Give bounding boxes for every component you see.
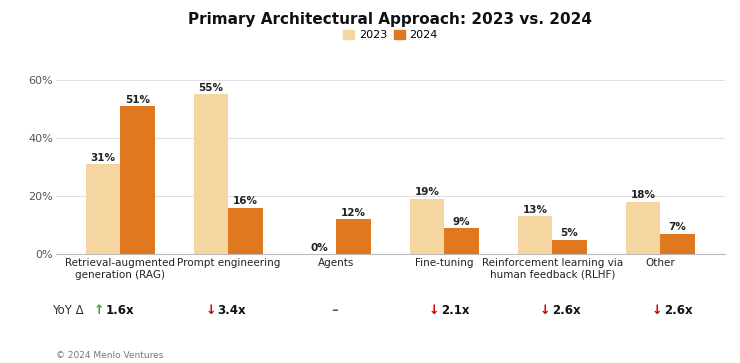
- Text: 5%: 5%: [561, 228, 579, 238]
- Bar: [121, 106, 155, 254]
- Bar: [552, 240, 587, 254]
- Text: 12%: 12%: [341, 208, 366, 218]
- Bar: [86, 164, 121, 254]
- Text: 13%: 13%: [522, 205, 548, 215]
- Text: 9%: 9%: [453, 216, 471, 227]
- Bar: [229, 208, 263, 254]
- Text: ↑: ↑: [93, 304, 104, 317]
- Title: Primary Architectural Approach: 2023 vs. 2024: Primary Architectural Approach: 2023 vs.…: [189, 12, 592, 26]
- Legend: 2023, 2024: 2023, 2024: [339, 26, 442, 45]
- Text: 3.4x: 3.4x: [218, 304, 246, 317]
- Text: ↓: ↓: [205, 304, 215, 317]
- Text: ↓: ↓: [540, 304, 551, 317]
- Bar: [410, 199, 444, 254]
- Text: 2.6x: 2.6x: [664, 304, 693, 317]
- Text: 2.1x: 2.1x: [441, 304, 469, 317]
- Text: 55%: 55%: [198, 83, 223, 93]
- Text: 18%: 18%: [630, 190, 656, 200]
- Text: 1.6x: 1.6x: [106, 304, 135, 317]
- Bar: [626, 202, 660, 254]
- Bar: [660, 234, 695, 254]
- Text: YoY Δ: YoY Δ: [52, 304, 84, 317]
- Bar: [337, 219, 371, 254]
- Text: 7%: 7%: [668, 222, 687, 232]
- Text: 19%: 19%: [414, 187, 440, 197]
- Text: ↓: ↓: [428, 304, 439, 317]
- Bar: [518, 216, 552, 254]
- Bar: [194, 94, 229, 254]
- Text: 2.6x: 2.6x: [552, 304, 581, 317]
- Text: 31%: 31%: [91, 152, 115, 163]
- Text: –: –: [332, 304, 338, 317]
- Text: © 2024 Menlo Ventures: © 2024 Menlo Ventures: [56, 351, 163, 359]
- Bar: [444, 228, 479, 254]
- Text: 51%: 51%: [125, 94, 150, 105]
- Text: 16%: 16%: [233, 196, 258, 206]
- Text: 0%: 0%: [310, 242, 328, 253]
- Text: ↓: ↓: [651, 304, 662, 317]
